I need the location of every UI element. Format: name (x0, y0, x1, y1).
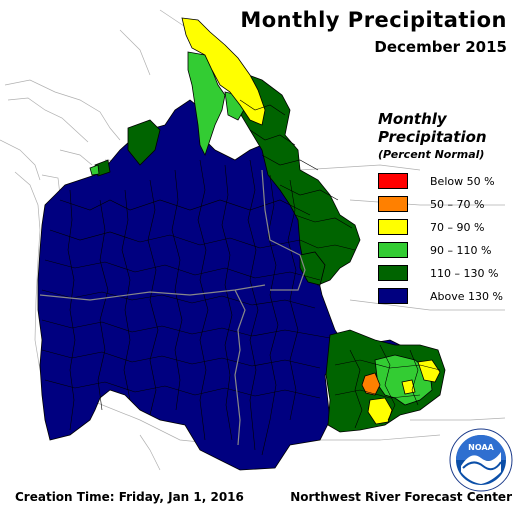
legend-item-above-130: Above 130 % (378, 286, 518, 306)
region-above-130 (37, 99, 411, 471)
legend-swatch (378, 288, 408, 304)
legend-title-line2: Precipitation (378, 128, 487, 146)
region-50-70 (361, 372, 381, 396)
legend: Monthly Precipitation (Percent Normal) B… (378, 110, 518, 309)
creation-time: Creation Time: Friday, Jan 1, 2016 (15, 490, 244, 504)
legend-label: Above 130 % (430, 289, 503, 303)
legend-item-70-90: 70 – 90 % (378, 217, 518, 237)
legend-item-90-110: 90 – 110 % (378, 240, 518, 260)
legend-item-50-70: 50 – 70 % (378, 194, 518, 214)
legend-subtitle: (Percent Normal) (378, 148, 485, 161)
map-subtitle: December 2015 (374, 38, 507, 56)
state-borders (39, 169, 306, 446)
legend-swatch (378, 196, 408, 212)
legend-swatch (378, 242, 408, 258)
legend-label: 50 – 70 % (430, 197, 485, 211)
legend-label: 70 – 90 % (430, 220, 485, 234)
forecast-center: Northwest River Forecast Center (290, 490, 512, 504)
legend-label: 90 – 110 % (430, 243, 492, 257)
legend-swatch (378, 173, 408, 189)
legend-label: Below 50 % (430, 174, 495, 188)
basin-lines (41, 99, 441, 456)
noaa-logo[interactable]: NOAA (449, 428, 513, 492)
legend-item-110-130: 110 – 130 % (378, 263, 518, 283)
legend-title-line1: Monthly (378, 110, 447, 128)
legend-items: Below 50 % 50 – 70 % 70 – 90 % 90 – 110 … (378, 171, 518, 306)
legend-item-below-50: Below 50 % (378, 171, 518, 191)
map-title: Monthly Precipitation (240, 8, 507, 32)
noaa-logo-text: NOAA (468, 443, 494, 452)
region-70-90 (181, 17, 441, 425)
legend-swatch (378, 219, 408, 235)
legend-label: 110 – 130 % (430, 266, 499, 280)
legend-swatch (378, 265, 408, 281)
